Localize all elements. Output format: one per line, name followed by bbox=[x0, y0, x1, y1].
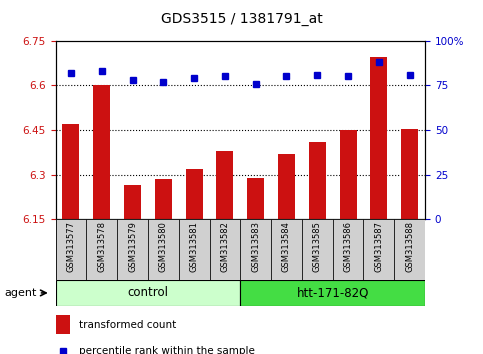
Bar bbox=[340, 130, 356, 219]
Text: GSM313582: GSM313582 bbox=[220, 221, 229, 272]
Bar bbox=[216, 151, 233, 219]
Bar bbox=[179, 219, 210, 280]
Bar bbox=[364, 219, 394, 280]
Text: GDS3515 / 1381791_at: GDS3515 / 1381791_at bbox=[161, 12, 322, 27]
Bar bbox=[247, 178, 264, 219]
Text: GSM313583: GSM313583 bbox=[251, 221, 260, 272]
Text: GSM313581: GSM313581 bbox=[190, 221, 199, 272]
Bar bbox=[394, 219, 425, 280]
Text: htt-171-82Q: htt-171-82Q bbox=[297, 286, 369, 299]
Text: GSM313585: GSM313585 bbox=[313, 221, 322, 272]
Text: GSM313578: GSM313578 bbox=[97, 221, 106, 272]
Bar bbox=[155, 179, 172, 219]
Bar bbox=[56, 280, 241, 306]
Bar bbox=[302, 219, 333, 280]
Bar bbox=[93, 85, 110, 219]
Bar bbox=[240, 280, 425, 306]
Bar bbox=[370, 57, 387, 219]
Text: GSM313587: GSM313587 bbox=[374, 221, 384, 272]
Bar bbox=[185, 169, 202, 219]
Bar bbox=[117, 219, 148, 280]
Text: GSM313577: GSM313577 bbox=[67, 221, 75, 272]
Bar bbox=[210, 219, 240, 280]
Text: GSM313580: GSM313580 bbox=[159, 221, 168, 272]
Text: GSM313579: GSM313579 bbox=[128, 221, 137, 272]
Bar bbox=[401, 129, 418, 219]
Bar bbox=[333, 219, 364, 280]
Bar bbox=[148, 219, 179, 280]
Bar bbox=[56, 315, 70, 333]
Text: percentile rank within the sample: percentile rank within the sample bbox=[79, 346, 255, 354]
Text: control: control bbox=[128, 286, 169, 299]
Bar bbox=[309, 142, 326, 219]
Text: GSM313586: GSM313586 bbox=[343, 221, 353, 272]
Bar bbox=[271, 219, 302, 280]
Bar bbox=[124, 185, 141, 219]
Text: GSM313588: GSM313588 bbox=[405, 221, 414, 272]
Text: agent: agent bbox=[5, 288, 37, 298]
Bar bbox=[240, 219, 271, 280]
Bar bbox=[56, 219, 86, 280]
Bar bbox=[278, 154, 295, 219]
Bar bbox=[62, 124, 79, 219]
Text: GSM313584: GSM313584 bbox=[282, 221, 291, 272]
Text: transformed count: transformed count bbox=[79, 320, 176, 330]
Bar bbox=[86, 219, 117, 280]
